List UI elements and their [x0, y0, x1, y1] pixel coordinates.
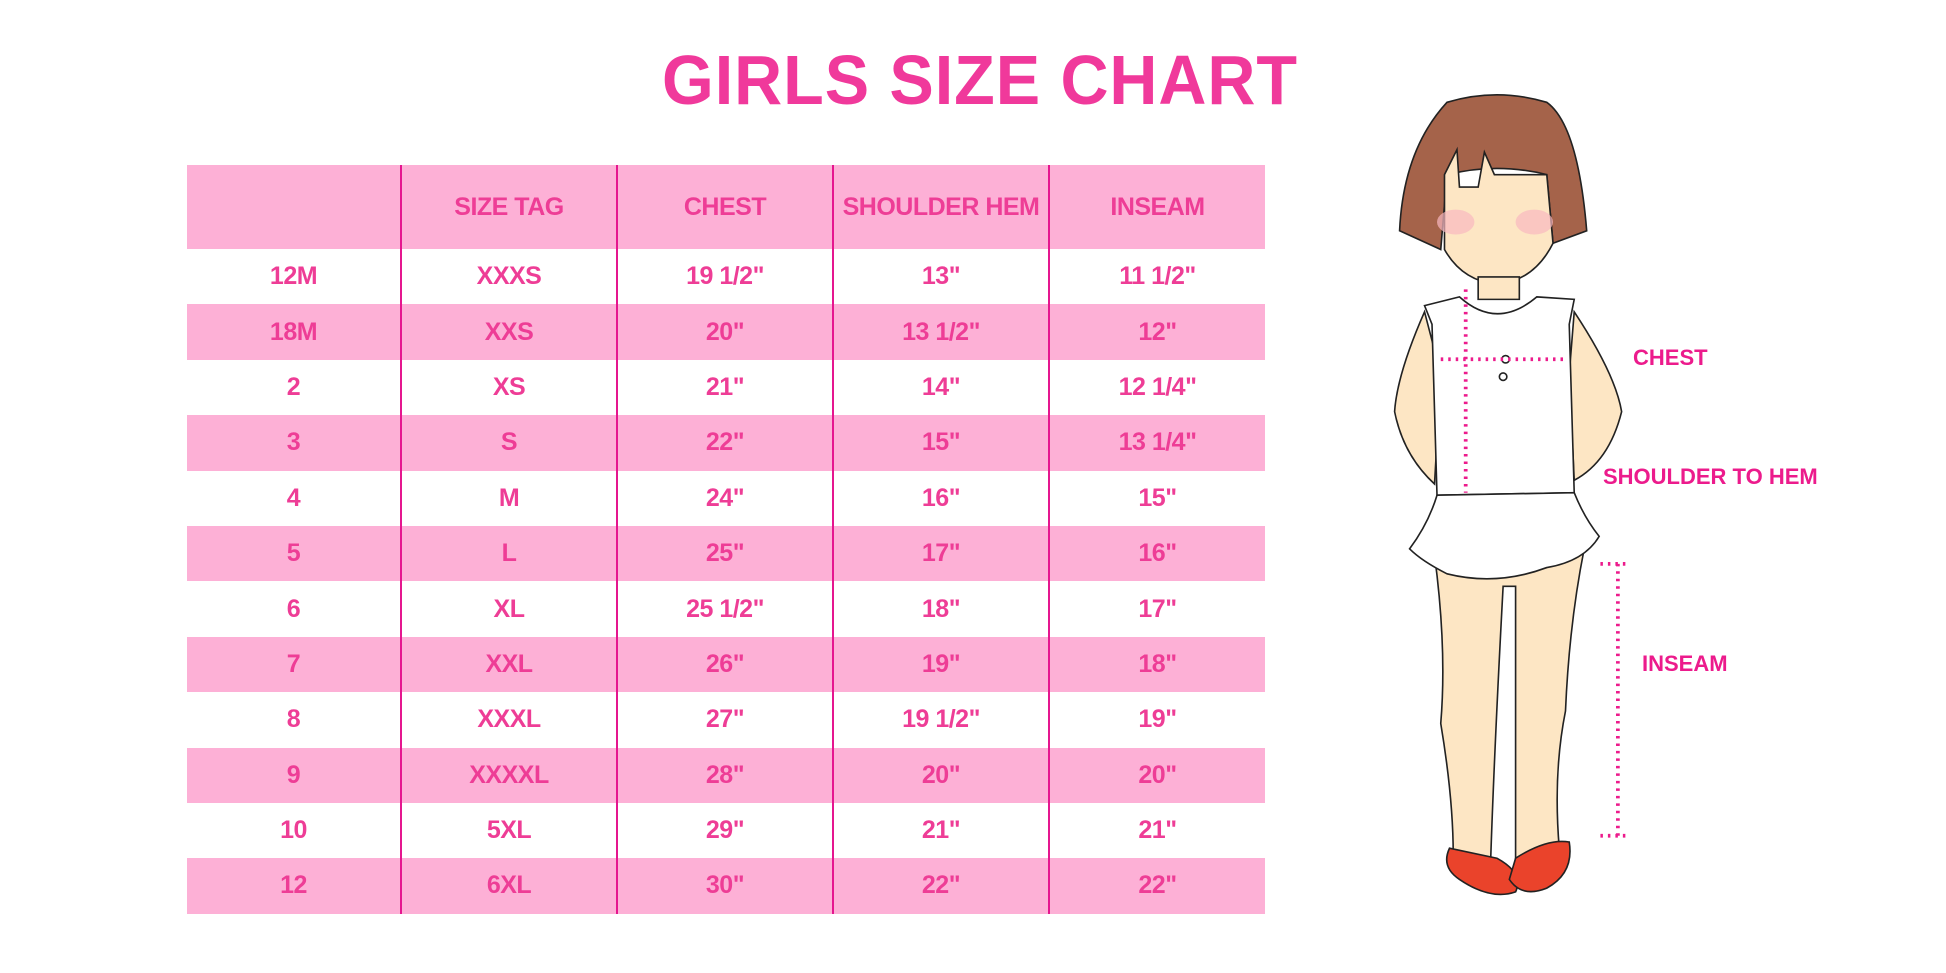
table-cell: 18M: [187, 304, 401, 360]
table-cell: 21": [1048, 802, 1265, 859]
table-cell: XS: [400, 359, 617, 416]
right-arm: [1568, 309, 1623, 482]
table-row: 2 XS 21" 14" 12 1/4": [187, 359, 1265, 416]
table-row: 10 5XL 29" 21" 21": [187, 802, 1265, 859]
table-cell: 22": [616, 415, 833, 471]
left-shoe: [1445, 847, 1519, 896]
table-cell: 11 1/2": [1048, 249, 1265, 305]
table-cell: 4: [286, 483, 301, 512]
table-row: 4 M 24" 16" 15": [187, 470, 1265, 526]
table-cell: 19": [1048, 692, 1265, 748]
table-cell: 26": [616, 636, 833, 693]
table-cell: 20": [616, 304, 833, 360]
left-arm: [1393, 309, 1442, 486]
table-row: 5 L 25" 17" 16": [187, 525, 1265, 582]
table-cell: 2: [286, 372, 301, 401]
table-cell: XXXL: [400, 692, 617, 748]
table-cell: 20": [1048, 747, 1265, 803]
table-cell: 6: [286, 594, 301, 623]
shoulder-to-hem-label: SHOULDER TO HEM: [1603, 464, 1818, 489]
table-cell: 27": [616, 692, 833, 748]
column-header: INSEAM: [1048, 165, 1265, 249]
table-header-row: SIZE TAG CHEST SHOULDER HEM INSEAM: [187, 165, 1265, 249]
table-cell: 8: [286, 705, 301, 734]
table-cell: 18": [832, 581, 1049, 637]
table-cell: 6XL: [400, 858, 617, 914]
table-row: 6 XL 25 1/2" 18" 17": [187, 581, 1265, 637]
table-row: 12 6XL 30" 22" 22": [187, 858, 1265, 914]
table-cell: XXXXL: [400, 747, 617, 803]
chest-label: CHEST: [1633, 345, 1708, 370]
table-cell: 14": [832, 359, 1049, 416]
column-header: SIZE TAG: [400, 165, 617, 249]
table-row: 3 S 22" 15" 13 1/4": [187, 415, 1265, 471]
table-cell: 20": [832, 747, 1049, 803]
column-header: [187, 165, 401, 249]
table-cell: 25": [616, 525, 833, 582]
table-cell: 17": [1048, 581, 1265, 637]
table-cell: 25 1/2": [616, 581, 833, 637]
table-cell: XL: [400, 581, 617, 637]
table-cell: 7: [187, 636, 401, 693]
size-chart-table: SIZE TAG CHEST SHOULDER HEM INSEAM 12M XXXS 1…: [187, 165, 1265, 914]
table-cell: 13 1/4": [1048, 415, 1265, 471]
table-cell: 10: [280, 816, 307, 845]
table-cell: 5XL: [400, 802, 617, 859]
table-row: 9 XXXXL 28" 20" 20": [187, 747, 1265, 803]
table-cell: XXXS: [400, 249, 617, 305]
table-cell: 9: [187, 747, 401, 803]
right-shoe: [1508, 840, 1571, 893]
table-cell: 28": [616, 747, 833, 803]
shirt: [1423, 295, 1576, 497]
table-cell: 24": [616, 470, 833, 526]
table-cell: 21": [616, 359, 833, 416]
table-cell: 12": [1048, 304, 1265, 360]
table-cell: 22": [1048, 858, 1265, 914]
table-cell: 29": [616, 802, 833, 859]
table-cell: 19": [832, 636, 1049, 693]
page-title: GIRLS SIZE CHART: [662, 41, 1298, 119]
table-cell: 13": [832, 249, 1049, 305]
table-cell: 30": [616, 858, 833, 914]
column-header: CHEST: [616, 165, 833, 249]
table-row: 8 XXXL 27" 19 1/2" 19": [187, 692, 1265, 748]
table-cell: 19 1/2": [616, 249, 833, 305]
table-cell: 21": [832, 802, 1049, 859]
table-cell: 12M: [269, 262, 318, 291]
legs: [1433, 548, 1586, 862]
table-row: 18M XXS 20" 13 1/2" 12": [187, 304, 1265, 360]
face: [1443, 146, 1554, 286]
table-row: 12M XXXS 19 1/2" 13" 11 1/2": [187, 249, 1265, 305]
table-cell: 15": [832, 415, 1049, 471]
table-row: 7 XXL 26" 19" 18": [187, 636, 1265, 693]
table-cell: M: [400, 470, 617, 526]
inseam-label: INSEAM: [1642, 651, 1728, 676]
table-cell: 15": [1048, 470, 1265, 526]
table-cell: 18": [1048, 636, 1265, 693]
table-cell: 22": [832, 858, 1049, 914]
table-cell: 5: [187, 525, 401, 582]
table-cell: 16": [832, 470, 1049, 526]
table-cell: 13 1/2": [832, 304, 1049, 360]
skirt: [1408, 491, 1601, 580]
column-header: SHOULDER HEM: [832, 165, 1049, 249]
table-cell: XXL: [400, 636, 617, 693]
table-cell: 16": [1048, 525, 1265, 582]
table-cell: 19 1/2": [832, 692, 1049, 748]
table-cell: 12 1/4": [1048, 359, 1265, 416]
table-cell: 3: [187, 415, 401, 471]
table-cell: 12: [187, 858, 401, 914]
table-cell: 17": [832, 525, 1049, 582]
table-cell: L: [400, 525, 617, 582]
table-cell: S: [400, 415, 617, 471]
table-cell: XXS: [400, 304, 617, 360]
